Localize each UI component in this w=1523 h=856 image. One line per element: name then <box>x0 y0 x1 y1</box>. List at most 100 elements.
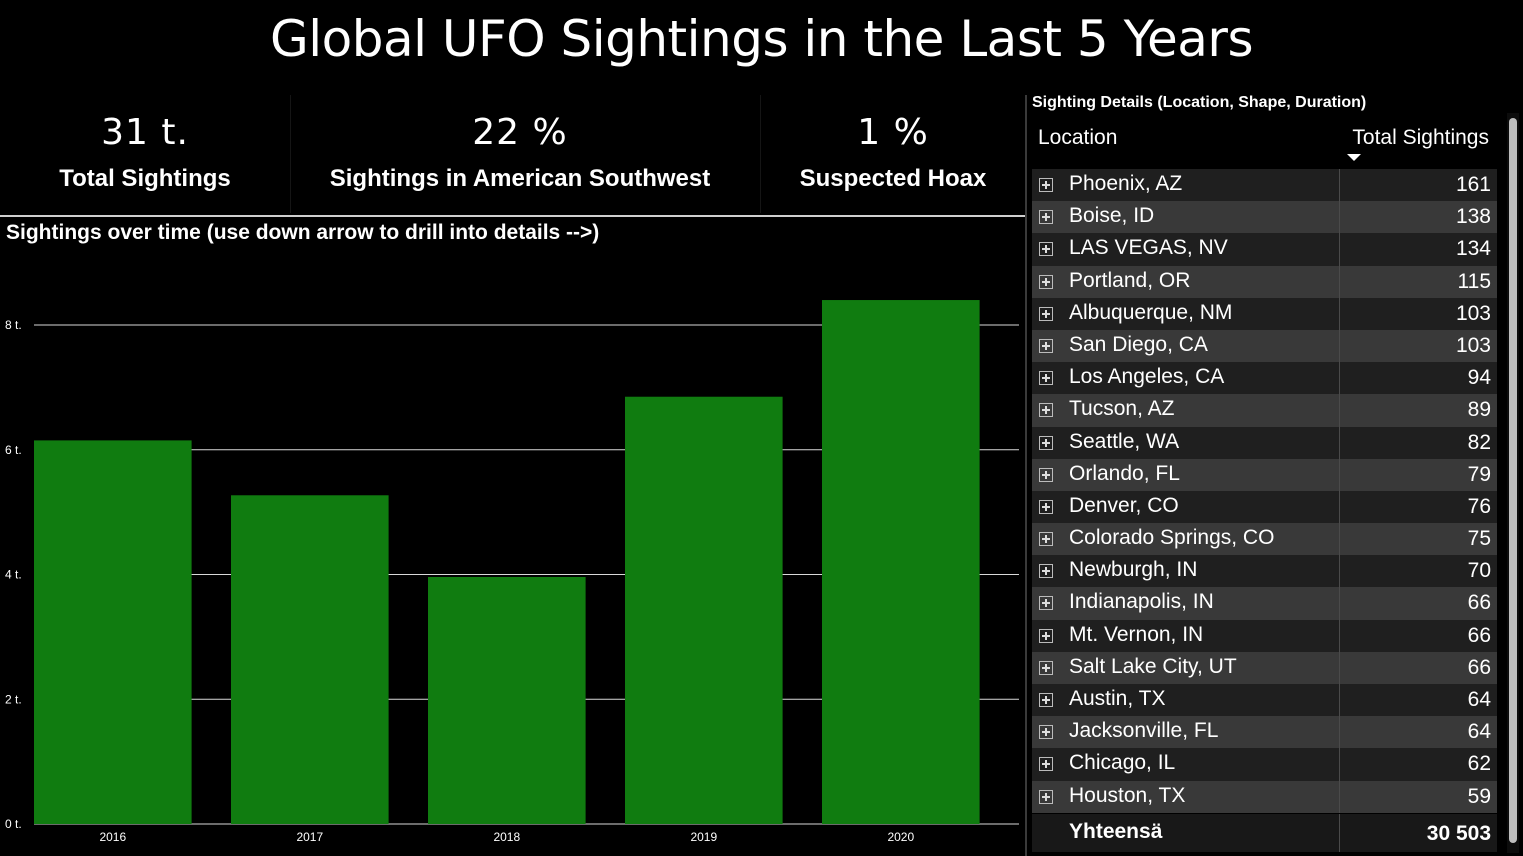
expand-plus-icon[interactable] <box>1039 467 1053 482</box>
chart-title: Sightings over time (use down arrow to d… <box>6 221 600 244</box>
kpi-suspected-hoax[interactable]: 1 % Suspected Hoax <box>783 112 1003 193</box>
expand-plus-icon[interactable] <box>1039 693 1053 707</box>
kpi-southwest-sightings[interactable]: 22 % Sightings in American Southwest <box>300 112 740 193</box>
row-count: 64 <box>1467 720 1491 744</box>
expand-plus-icon[interactable] <box>1039 628 1053 643</box>
table-header: Location Total Sightings <box>1032 120 1497 166</box>
column-separator <box>1339 169 1340 202</box>
row-count: 66 <box>1467 623 1491 647</box>
table-row[interactable]: Los Angeles, CA 94 <box>1032 362 1497 395</box>
table-row[interactable]: Newburgh, IN 70 <box>1032 555 1497 588</box>
expand-plus-icon[interactable] <box>1039 371 1053 386</box>
expand-plus-icon[interactable] <box>1039 338 1053 353</box>
expand-plus-icon[interactable] <box>1039 725 1053 740</box>
y-tick-label: 0 t. <box>5 817 22 831</box>
column-separator <box>1339 265 1340 298</box>
column-separator <box>1339 490 1340 524</box>
scrollbar-thumb[interactable] <box>1509 118 1517 843</box>
table-row[interactable]: Chicago, IL 62 <box>1032 748 1497 781</box>
x-axis: 2016 2017 2018 2019 2020 <box>99 830 914 844</box>
column-separator <box>1339 362 1340 395</box>
sightings-bar-chart[interactable]: 0 t. 2 t. 4 t. 6 t. 8 t. 2016 2017 2018 2019 202… <box>0 260 1025 856</box>
table-row[interactable]: Houston, TX 59 <box>1032 780 1497 813</box>
bar-2017[interactable] <box>231 495 389 824</box>
expand-plus-icon[interactable] <box>1039 757 1053 772</box>
row-count: 82 <box>1467 430 1491 454</box>
table-scrollbar[interactable] <box>1507 113 1519 853</box>
table-row[interactable]: Indianapolis, IN 66 <box>1032 587 1497 620</box>
column-separator <box>1339 297 1340 330</box>
page-title: Global UFO Sightings in the Last 5 Years <box>269 10 1254 68</box>
table-row[interactable]: Salt Lake City, UT 66 <box>1032 651 1497 684</box>
expand-plus-icon[interactable] <box>1039 532 1053 547</box>
expand-plus-icon[interactable] <box>1039 242 1053 257</box>
table-row[interactable]: Denver, CO 76 <box>1032 490 1497 524</box>
column-separator <box>1339 748 1340 781</box>
expand-plus-icon[interactable] <box>1039 274 1053 289</box>
bar-2019[interactable] <box>625 396 783 824</box>
bars[interactable] <box>34 300 980 824</box>
table-row[interactable]: Tucson, AZ 89 <box>1032 394 1497 427</box>
table-row[interactable]: Orlando, FL 79 <box>1032 458 1497 491</box>
row-location: Austin, TX <box>1069 687 1166 710</box>
table-row[interactable]: Jacksonville, FL 64 <box>1032 716 1497 749</box>
table-row[interactable]: LAS VEGAS, NV 134 <box>1032 233 1497 266</box>
column-header-location[interactable]: Location <box>1038 126 1118 149</box>
bar-2018[interactable] <box>428 576 586 824</box>
column-separator <box>1339 651 1340 684</box>
row-count: 76 <box>1467 494 1491 518</box>
column-separator <box>1339 780 1340 813</box>
row-count: 66 <box>1467 655 1491 679</box>
kpi-label: Sightings in American Southwest <box>329 165 711 192</box>
row-count: 62 <box>1467 752 1491 776</box>
y-axis: 0 t. 2 t. 4 t. 6 t. 8 t. <box>5 318 22 831</box>
table-total-row: Yhteensä 30 503 <box>1032 814 1497 852</box>
table-row[interactable]: Boise, ID 138 <box>1032 201 1497 234</box>
expand-plus-icon[interactable] <box>1039 210 1053 225</box>
expand-plus-icon[interactable] <box>1039 306 1053 321</box>
column-separator <box>1339 555 1340 588</box>
kpi-label: Total Sightings <box>59 165 231 192</box>
table-row[interactable]: Phoenix, AZ 161 <box>1032 169 1497 202</box>
table-row[interactable]: Albuquerque, NM 103 <box>1032 297 1497 330</box>
bar-2020[interactable] <box>822 300 980 824</box>
column-separator <box>1339 587 1340 620</box>
table-row[interactable]: Austin, TX 64 <box>1032 684 1497 717</box>
table-row[interactable]: Portland, OR 115 <box>1032 265 1497 298</box>
table-row[interactable]: San Diego, CA 103 <box>1032 329 1497 363</box>
expand-plus-icon[interactable] <box>1039 660 1053 675</box>
row-location: Tucson, AZ <box>1069 397 1175 421</box>
column-separator <box>1339 329 1340 363</box>
expand-plus-icon[interactable] <box>1039 564 1053 579</box>
row-location: Seattle, WA <box>1069 429 1180 453</box>
y-tick-label: 2 t. <box>5 692 22 706</box>
expand-plus-icon[interactable] <box>1039 403 1053 418</box>
row-location: LAS VEGAS, NV <box>1069 236 1228 260</box>
table-row[interactable]: Mt. Vernon, IN 66 <box>1032 619 1497 652</box>
column-separator <box>1339 201 1340 234</box>
expand-plus-icon[interactable] <box>1039 789 1053 804</box>
kpi-value: 1 % <box>857 112 929 153</box>
table-row[interactable]: Colorado Springs, CO 75 <box>1032 523 1497 556</box>
expand-plus-icon[interactable] <box>1039 499 1053 514</box>
row-count: 103 <box>1455 301 1491 325</box>
row-location: Indianapolis, IN <box>1069 590 1214 614</box>
kpi-total-sightings[interactable]: 31 t. Total Sightings <box>45 112 245 193</box>
sort-descending-icon[interactable] <box>1347 154 1361 161</box>
total-label: Yhteensä <box>1069 820 1163 843</box>
table-body: Phoenix, AZ 161 Boise, ID 138 LAS VEGAS, NV 1… <box>1032 169 1497 813</box>
row-count: 79 <box>1467 462 1491 486</box>
column-separator <box>1339 716 1340 749</box>
expand-plus-icon[interactable] <box>1039 435 1053 450</box>
bar-2016[interactable] <box>34 440 192 824</box>
expand-plus-icon[interactable] <box>1039 178 1053 192</box>
expand-plus-icon[interactable] <box>1039 596 1053 611</box>
column-separator <box>1339 619 1340 652</box>
row-location: Newburgh, IN <box>1069 558 1198 582</box>
column-header-total-sightings[interactable]: Total Sightings <box>1352 126 1489 149</box>
x-tick-label: 2019 <box>690 830 717 844</box>
kpi-label: Suspected Hoax <box>799 165 987 192</box>
y-tick-label: 4 t. <box>5 568 22 582</box>
row-count: 66 <box>1467 591 1491 615</box>
table-row[interactable]: Seattle, WA 82 <box>1032 426 1497 459</box>
